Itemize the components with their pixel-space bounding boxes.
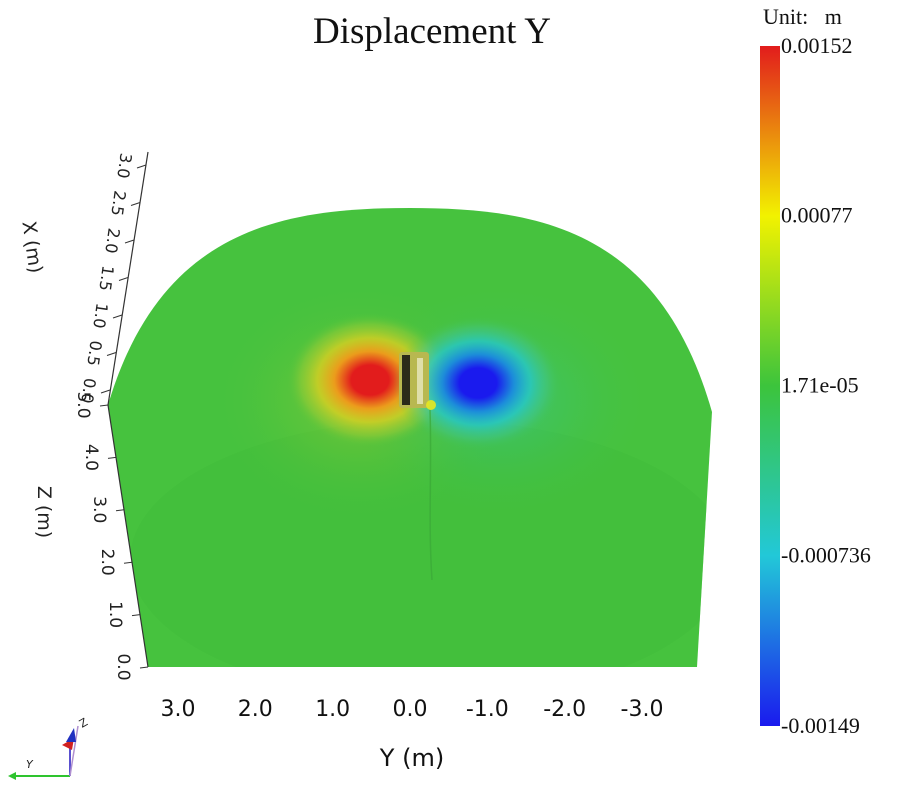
colorbar-tick-label: -0.000736 xyxy=(781,543,871,568)
y-tick-label: -1.0 xyxy=(466,697,509,722)
x-tick-mark xyxy=(112,314,123,319)
x-tick-mark xyxy=(130,202,141,206)
x-tick-label: 2.0 xyxy=(101,227,123,255)
x-tick-mark xyxy=(100,389,111,394)
y-axis-ticks: 3.0 2.0 1.0 0.0 -1.0 -2.0 -3.0 xyxy=(161,697,664,722)
z-tick-mark xyxy=(131,614,141,617)
bolt xyxy=(399,352,436,410)
colorbar-tick-label: 0.00077 xyxy=(781,202,853,227)
contour-field xyxy=(108,208,712,667)
y-tick-label: 3.0 xyxy=(161,697,196,722)
x-axis-label: X (m) xyxy=(17,220,46,275)
x-tick-label: 0.5 xyxy=(83,339,105,367)
z-tick-label: 2.0 xyxy=(97,549,117,576)
x-tick-mark xyxy=(124,239,135,244)
z-tick-mark xyxy=(115,509,125,512)
depth-axis-line xyxy=(107,151,149,406)
triad-z-label: Z xyxy=(77,715,90,730)
triad-y-label: Y xyxy=(26,758,34,771)
z-tick-label: 5.0 xyxy=(73,391,93,418)
colorbar-ticks: 0.00152 0.00077 1.71e-05 -0.000736 -0.00149 xyxy=(781,33,871,738)
z-axis-ticks: 0.0 1.0 2.0 3.0 4.0 5.0 xyxy=(73,391,149,681)
y-tick-label: -3.0 xyxy=(621,697,664,722)
z-tick-mark xyxy=(99,404,109,407)
x-tick-label: 1.5 xyxy=(95,264,117,292)
seam-line xyxy=(429,409,433,581)
x-tick-label: 0.0 xyxy=(77,377,99,405)
x-axis-ticks: 0.0 0.5 1.0 1.5 2.0 2.5 3.0 xyxy=(77,152,147,405)
colorbar: Unit: m 0.00152 0.00077 1.71e-05 -0.000736 -… xyxy=(760,4,871,738)
z-tick-mark xyxy=(139,666,149,669)
z-tick-label: 1.0 xyxy=(105,601,125,628)
x-tick-mark xyxy=(118,277,129,281)
y-axis-label: Y (m) xyxy=(379,744,444,772)
x-tick-mark xyxy=(136,164,147,169)
colorbar-unit: Unit: m xyxy=(763,4,842,29)
z-tick-mark xyxy=(107,456,117,459)
z-tick-label: 3.0 xyxy=(89,496,109,523)
z-tick-label: 4.0 xyxy=(81,444,101,471)
x-tick-mark xyxy=(106,352,117,356)
colorbar-tick-label: -0.00149 xyxy=(781,713,860,738)
z-tick-mark xyxy=(123,561,133,564)
y-tick-label: 2.0 xyxy=(238,697,273,722)
colorbar-tick-label: 0.00152 xyxy=(781,33,853,58)
colorbar-tick-label: 1.71e-05 xyxy=(781,373,859,398)
orientation-triad: Z Y xyxy=(8,715,90,780)
x-tick-label: 2.5 xyxy=(107,189,129,217)
x-tick-label: 3.0 xyxy=(113,152,135,180)
axes: 0.0 1.0 2.0 3.0 4.0 5.0 0.0 0.5 1.0 1.5 2.0 2.5 3.0… xyxy=(17,152,663,772)
chart-title: Displacement Y xyxy=(313,11,551,52)
x-tick-label: 1.0 xyxy=(89,302,111,330)
y-tick-label: 0.0 xyxy=(393,697,428,722)
z-tick-label: 0.0 xyxy=(113,653,133,680)
z-axis-line xyxy=(107,404,149,668)
y-tick-label: 1.0 xyxy=(315,697,350,722)
colorbar-bar xyxy=(760,46,780,726)
y-tick-label: -2.0 xyxy=(543,697,586,722)
z-axis-label: Z (m) xyxy=(33,486,55,538)
negative-displacement-peak xyxy=(393,315,563,451)
